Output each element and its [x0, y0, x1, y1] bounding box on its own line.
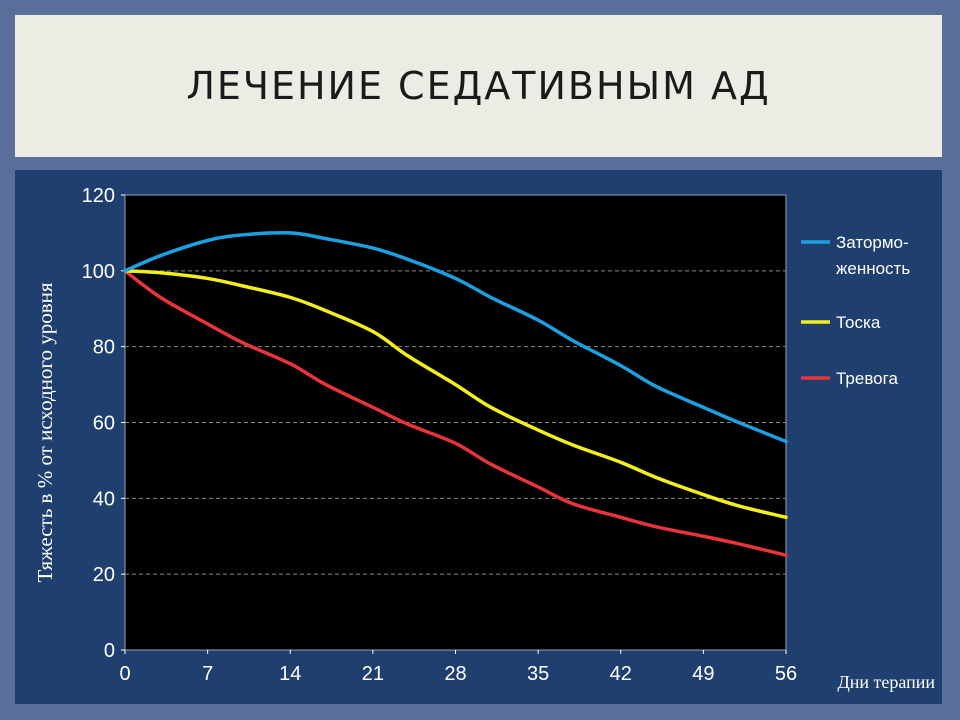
title-band: ЛЕЧЕНИЕ СЕДАТИВНЫМ АД: [15, 15, 942, 157]
series-line-2: [123, 269, 788, 557]
x-tick-label: 56: [775, 663, 797, 685]
x-tick-label: 42: [610, 663, 632, 685]
y-tick-label: 60: [93, 413, 115, 435]
x-tick-label: 35: [527, 663, 549, 685]
plot-layer: 0 20 40 60 80 100 120 0 7 14 21 28 35 42 49 56: [82, 185, 798, 685]
series-line-0: [123, 231, 788, 444]
y-axis-title: Тяжесть в % от исходного уровня: [33, 282, 57, 582]
series-line-1: [123, 269, 788, 520]
legend-label-1: Тоска: [836, 313, 881, 332]
y-tick-label: 100: [82, 261, 115, 283]
legend-label-2: Тревога: [836, 369, 898, 388]
legend-label-0: женность: [836, 259, 910, 278]
slide-title: ЛЕЧЕНИЕ СЕДАТИВНЫМ АД: [186, 64, 771, 108]
y-tick-label: 20: [93, 564, 115, 586]
x-tick-label: 28: [444, 663, 466, 685]
y-tick-label: 0: [104, 640, 115, 662]
chart-panel: 0 20 40 60 80 100 120 0 7 14 21 28 35 42 49 56 Тяжесть …: [15, 170, 942, 704]
x-tick-label: 0: [119, 663, 130, 685]
legend: Затормо-женность Тоска Тревога: [801, 233, 910, 388]
x-axis-title: Дни терапии: [837, 672, 935, 692]
y-tick-label: 120: [82, 185, 115, 207]
legend-label-0: Затормо-: [836, 233, 909, 252]
x-tick-label: 7: [202, 663, 213, 685]
y-tick-label: 80: [93, 337, 115, 359]
x-tick-label: 49: [692, 663, 714, 685]
x-tick-label: 14: [279, 663, 301, 685]
x-tick-label: 21: [362, 663, 384, 685]
y-tick-label: 40: [93, 488, 115, 510]
line-chart: 0 20 40 60 80 100 120 0 7 14 21 28 35 42 49 56 Тяжесть …: [33, 185, 935, 692]
